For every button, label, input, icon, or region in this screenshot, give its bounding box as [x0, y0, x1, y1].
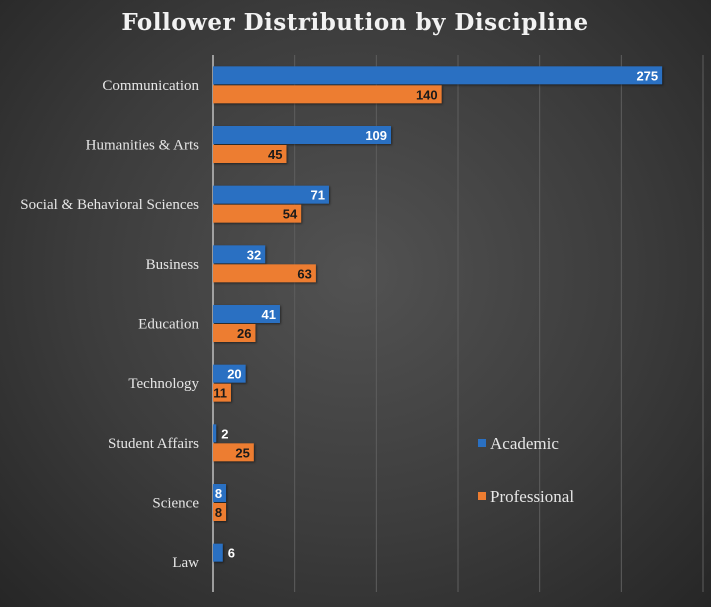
data-label: 275: [636, 68, 658, 83]
data-label: 45: [268, 147, 282, 162]
data-label: 26: [237, 326, 251, 341]
category-label: Social & Behavioral Sciences: [20, 197, 199, 213]
category-label: Humanities & Arts: [86, 138, 199, 154]
data-label: 11: [213, 386, 227, 401]
bar-academic: [213, 66, 663, 85]
data-label: 32: [247, 247, 261, 262]
data-label: 140: [416, 87, 438, 102]
data-label: 109: [365, 128, 387, 143]
category-label: Communication: [102, 78, 199, 94]
data-label: 41: [261, 307, 275, 322]
bar-professional: [213, 383, 231, 402]
bar-academic: [213, 305, 280, 323]
data-label: 25: [235, 445, 249, 460]
bar-professional: [213, 85, 442, 104]
bar-academic: [213, 424, 217, 443]
bar-academic: [213, 364, 246, 383]
category-label: Education: [138, 317, 199, 333]
category-label: Business: [146, 257, 200, 273]
data-label: 63: [297, 266, 311, 281]
bar-academic: [213, 185, 329, 204]
bar-professional: [213, 324, 256, 342]
category-label: Science: [152, 496, 199, 512]
bar-academic: [213, 126, 392, 144]
legend-swatch-professional: [478, 492, 486, 500]
bar-academic: [213, 245, 266, 264]
category-label: Technology: [128, 376, 199, 392]
data-label: 54: [283, 207, 298, 222]
data-label: 8: [215, 505, 222, 520]
legend-label: Academic: [490, 434, 559, 453]
bar-academic: [213, 484, 227, 502]
data-label: 8: [215, 486, 222, 501]
data-label: 2: [221, 426, 228, 441]
chart-title: Follower Distribution by Discipline: [121, 9, 588, 36]
bar-professional: [213, 145, 287, 163]
bar-professional: [213, 204, 302, 223]
data-label: 20: [227, 367, 241, 382]
bar-professional: [213, 264, 316, 283]
data-label: 6: [228, 546, 235, 561]
bar-professional: [213, 503, 227, 521]
bar-professional: [213, 443, 254, 462]
legend-swatch-academic: [478, 439, 486, 447]
legend-label: Professional: [490, 487, 574, 506]
category-label: Law: [172, 555, 199, 571]
category-label: Student Affairs: [108, 436, 199, 452]
data-label: 71: [310, 188, 324, 203]
bar-academic: [213, 543, 223, 562]
